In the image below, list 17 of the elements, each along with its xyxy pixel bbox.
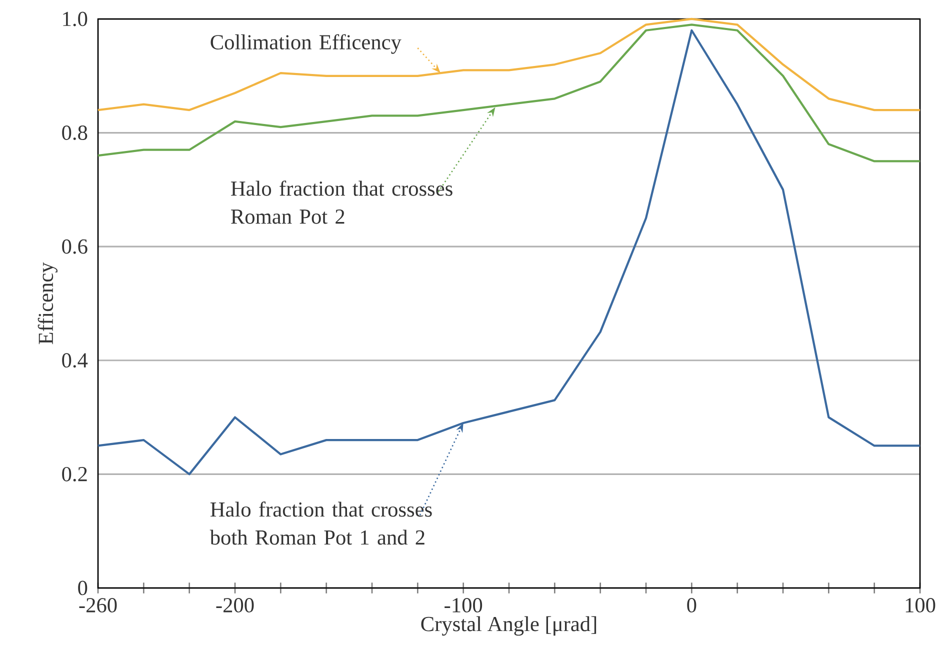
line-series xyxy=(96,24,922,162)
annotation: Halo fraction that crosses both Roman Pot 1 and 2 xyxy=(210,502,432,545)
x-tick-label: -200 xyxy=(216,598,254,612)
y-tick-label: 1.0 xyxy=(63,12,88,26)
y-axis-title: Efficency xyxy=(38,262,58,344)
y-tick-label: 0.8 xyxy=(62,126,88,140)
y-tick-label: 0.2 xyxy=(62,466,87,482)
y-tick-label: 0.4 xyxy=(62,353,88,368)
y-tick-label: 0.6 xyxy=(62,239,88,254)
x-tick-label: 100 xyxy=(906,598,936,612)
x-axis-title: Crystal Angle [μrad] xyxy=(421,616,596,636)
x-tick-label: 0 xyxy=(687,598,696,612)
x-tick-label: -260 xyxy=(79,598,117,612)
annotation: Halo fraction that crosses Roman Pot 2 xyxy=(231,180,452,224)
x-tick-label: -100 xyxy=(444,598,482,612)
annotation: Collimation Efficency xyxy=(210,34,402,54)
y-tick-label: 0 xyxy=(78,580,88,596)
